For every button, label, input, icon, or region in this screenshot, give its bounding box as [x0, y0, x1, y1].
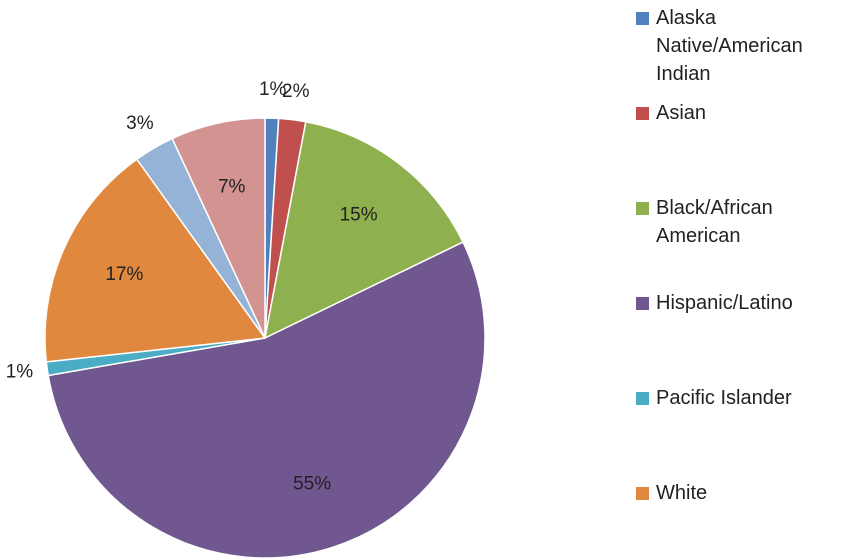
data-label: 15% [340, 205, 378, 226]
pie-slice [47, 241, 486, 558]
legend-item: Black/African American [636, 194, 841, 250]
legend-swatch [636, 202, 649, 215]
legend-swatch [636, 12, 649, 25]
legend-swatch [636, 487, 649, 500]
data-label: 1% [6, 362, 34, 383]
legend-item: Pacific Islander [636, 384, 841, 412]
legend-item: White [636, 479, 841, 507]
legend-label: Hispanic/Latino [656, 292, 793, 314]
pie-slice [44, 158, 267, 363]
pie-slice [171, 117, 266, 339]
legend-item: Hispanic/Latino [636, 289, 841, 317]
legend-label: Asian [656, 102, 707, 124]
legend-item: Alaska Native/American Indian [636, 4, 841, 88]
data-label: 55% [293, 474, 331, 495]
legend-label: Alaska Native/American Indian [656, 7, 803, 85]
legend-swatch [636, 392, 649, 405]
legend-swatch [636, 297, 649, 310]
legend-label: Black/African American [656, 197, 773, 247]
data-label: 17% [105, 264, 143, 285]
data-label: 2% [282, 81, 310, 102]
legend-label: White [656, 482, 708, 504]
data-label: 7% [218, 177, 246, 198]
legend-label: Pacific Islander [656, 387, 792, 409]
data-label: 3% [126, 113, 154, 134]
legend-item: Asian [636, 99, 841, 127]
legend-swatch [636, 107, 649, 120]
pie-slice [263, 120, 465, 340]
data-label: 1% [259, 79, 287, 100]
